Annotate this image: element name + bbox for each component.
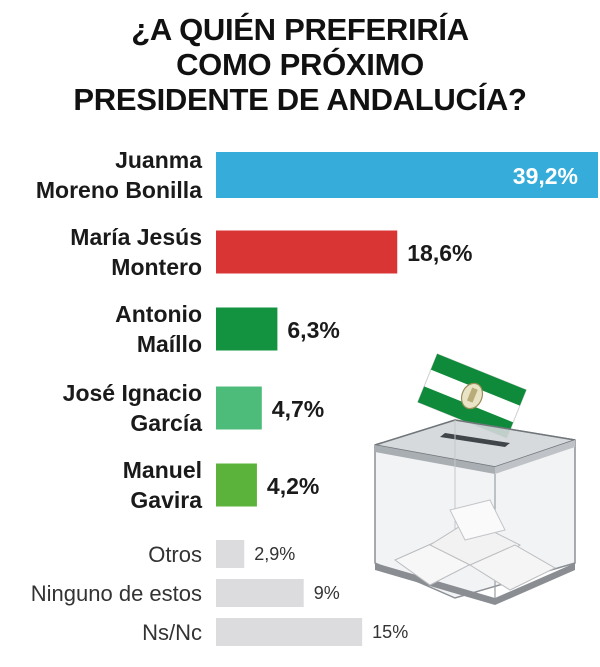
value-label-jose-ignacio-garcia: 4,7% bbox=[272, 396, 324, 422]
bar-antonio-maillo bbox=[216, 307, 278, 351]
value-label-antonio-maillo: 6,3% bbox=[287, 317, 339, 343]
value-label-ninguno-de-estos: 9% bbox=[314, 583, 340, 603]
value-label-ns-nc: 15% bbox=[372, 622, 408, 642]
bar-ninguno-de-estos bbox=[216, 579, 304, 607]
bar-jose-ignacio-garcia bbox=[216, 386, 262, 430]
category-label-ns-nc: Ns/Nc bbox=[142, 620, 202, 645]
value-label-maria-jesus-montero: 18,6% bbox=[407, 240, 472, 266]
category-label-ninguno-de-estos: Ninguno de estos bbox=[31, 581, 202, 606]
category-label-antonio-maillo: Antonio Maíllo bbox=[115, 301, 202, 357]
value-label-juanma-moreno-bonilla: 39,2% bbox=[513, 163, 578, 189]
category-label-juanma-moreno-bonilla: Juanma Moreno Bonilla bbox=[36, 147, 202, 203]
value-label-otros: 2,9% bbox=[254, 544, 295, 564]
bar-juanma-moreno-bonilla bbox=[216, 152, 598, 198]
value-label-manuel-gavira: 4,2% bbox=[267, 473, 319, 499]
category-label-jose-ignacio-garcia: José Ignacio García bbox=[63, 380, 203, 436]
chart-title: ¿A QUIÉN PREFERIRÍA COMO PRÓXIMO PRESIDE… bbox=[73, 12, 527, 117]
category-label-maria-jesus-montero: María Jesús Montero bbox=[70, 224, 202, 280]
category-label-manuel-gavira: Manuel Gavira bbox=[123, 457, 202, 513]
category-label-otros: Otros bbox=[148, 542, 202, 567]
bar-ns-nc bbox=[216, 618, 363, 646]
bar-otros bbox=[216, 540, 245, 568]
bar-manuel-gavira bbox=[216, 463, 257, 507]
ballot-box-icon bbox=[374, 353, 576, 605]
bar-maria-jesus-montero bbox=[216, 230, 398, 274]
bars-layer: Juanma Moreno Bonilla 39,2% María Jesús Mont… bbox=[31, 147, 598, 646]
